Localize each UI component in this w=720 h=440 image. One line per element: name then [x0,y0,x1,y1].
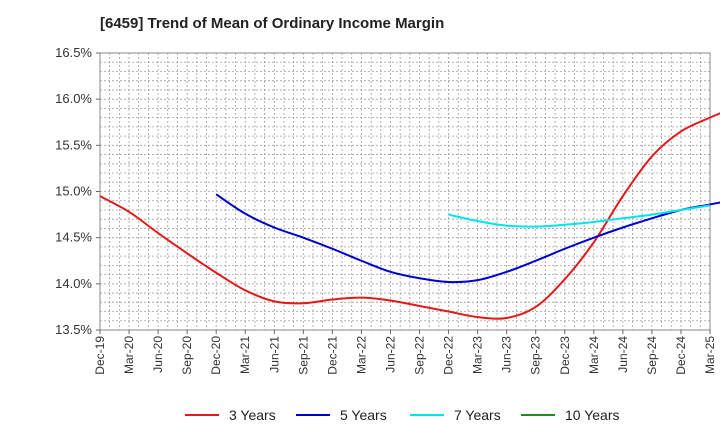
series-line-7-years [448,204,711,228]
chart-title: [6459] Trend of Mean of Ordinary Income … [100,15,445,32]
series-line-5-years [215,193,720,284]
legend-swatch-10-years [521,414,555,416]
legend-label-10-years: 10 Years [565,407,620,423]
x-tick-label: Dec-19 [93,336,107,375]
x-tick-label: Mar-25 [703,336,717,374]
legend-item-10-years: 10 Years [521,404,620,426]
x-tick-label: Mar-23 [471,336,485,374]
x-tick-label: Jun-23 [500,336,514,373]
legend: 3 Years 5 Years 7 Years 10 Years [0,404,720,426]
horizontal-gridlines [100,61,710,322]
series-line-3-years [99,112,720,320]
x-tick-label: Dec-21 [325,336,339,375]
legend-item-3-years: 3 Years [185,404,276,426]
y-tick-label: 13.5% [55,322,92,337]
x-tick-label: Sep-23 [529,336,543,375]
x-tick-label: Jun-22 [383,336,397,373]
legend-label-5-years: 5 Years [340,407,387,423]
legend-label-7-years: 7 Years [454,407,501,423]
y-tick-label: 15.0% [55,184,92,199]
series-lines [99,112,720,320]
y-tick-label: 14.0% [55,276,92,291]
legend-swatch-5-years [296,414,330,416]
legend-swatch-7-years [410,414,444,416]
x-tick-label: Jun-24 [616,336,630,373]
x-tick-label: Mar-24 [587,336,601,374]
y-axis-tick-labels: 16.5% 16.0% 15.5% 15.0% 14.5% 14.0% 13.5% [55,45,100,337]
x-axis-tick-labels: Dec-19 Mar-20 Jun-20 Sep-20 Dec-20 Mar-21 Jun-… [93,330,717,375]
x-tick-label: Mar-22 [354,336,368,374]
legend-swatch-3-years [185,414,219,416]
x-tick-label: Mar-21 [238,336,252,374]
x-tick-label: Jun-20 [151,336,165,373]
x-tick-label: Sep-22 [413,336,427,375]
x-tick-label: Dec-23 [558,336,572,375]
x-tick-label: Dec-20 [209,336,223,375]
legend-item-7-years: 7 Years [410,404,501,426]
x-tick-label: Dec-22 [442,336,456,375]
legend-item-5-years: 5 Years [296,404,387,426]
y-tick-label: 16.5% [55,45,92,60]
y-tick-label: 15.5% [55,137,92,152]
legend-label-3-years: 3 Years [229,407,276,423]
y-tick-label: 14.5% [55,230,92,245]
y-tick-label: 16.0% [55,91,92,106]
x-tick-label: Jun-21 [267,336,281,373]
x-tick-label: Sep-21 [296,336,310,375]
x-tick-label: Sep-24 [645,336,659,375]
x-tick-label: Sep-20 [180,336,194,375]
x-tick-label: Mar-20 [122,336,136,374]
x-tick-label: Dec-24 [674,336,688,375]
